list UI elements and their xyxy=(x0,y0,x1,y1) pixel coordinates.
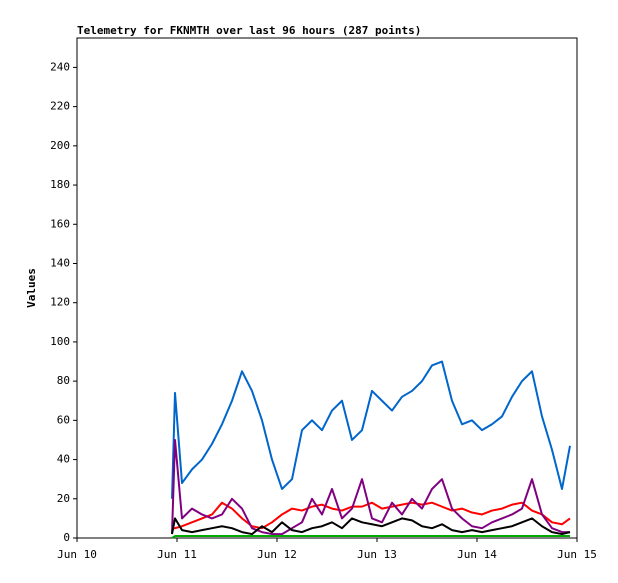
y-tick-label: 60 xyxy=(57,413,70,426)
y-tick-label: 240 xyxy=(50,60,70,73)
y-tick-label: 140 xyxy=(50,256,70,269)
y-tick-label: 40 xyxy=(57,453,70,466)
x-tick-label: Jun 14 xyxy=(457,548,497,561)
y-axis-label: Values xyxy=(25,268,38,308)
x-tick-label: Jun 15 xyxy=(557,548,597,561)
series-line xyxy=(171,438,570,536)
y-tick-label: 180 xyxy=(50,178,70,191)
y-tick-label: 200 xyxy=(50,139,70,152)
y-tick-label: 100 xyxy=(50,335,70,348)
x-tick-label: Jun 10 xyxy=(57,548,97,561)
y-tick-label: 120 xyxy=(50,296,70,309)
y-tick-label: 20 xyxy=(57,492,70,505)
series-line xyxy=(171,517,571,536)
y-tick-label: 220 xyxy=(50,100,70,113)
chart-title: Telemetry for FKNMTH over last 96 hours … xyxy=(77,24,421,37)
plot-frame xyxy=(76,37,578,539)
y-tick-label: 0 xyxy=(63,531,70,544)
y-tick-label: 160 xyxy=(50,217,70,230)
x-tick-label: Jun 12 xyxy=(257,548,297,561)
series-line xyxy=(172,501,571,530)
y-tick-label: 80 xyxy=(57,374,70,387)
x-tick-label: Jun 11 xyxy=(157,548,197,561)
series-line xyxy=(171,360,571,499)
x-tick-label: Jun 13 xyxy=(357,548,397,561)
series-line xyxy=(171,535,570,539)
